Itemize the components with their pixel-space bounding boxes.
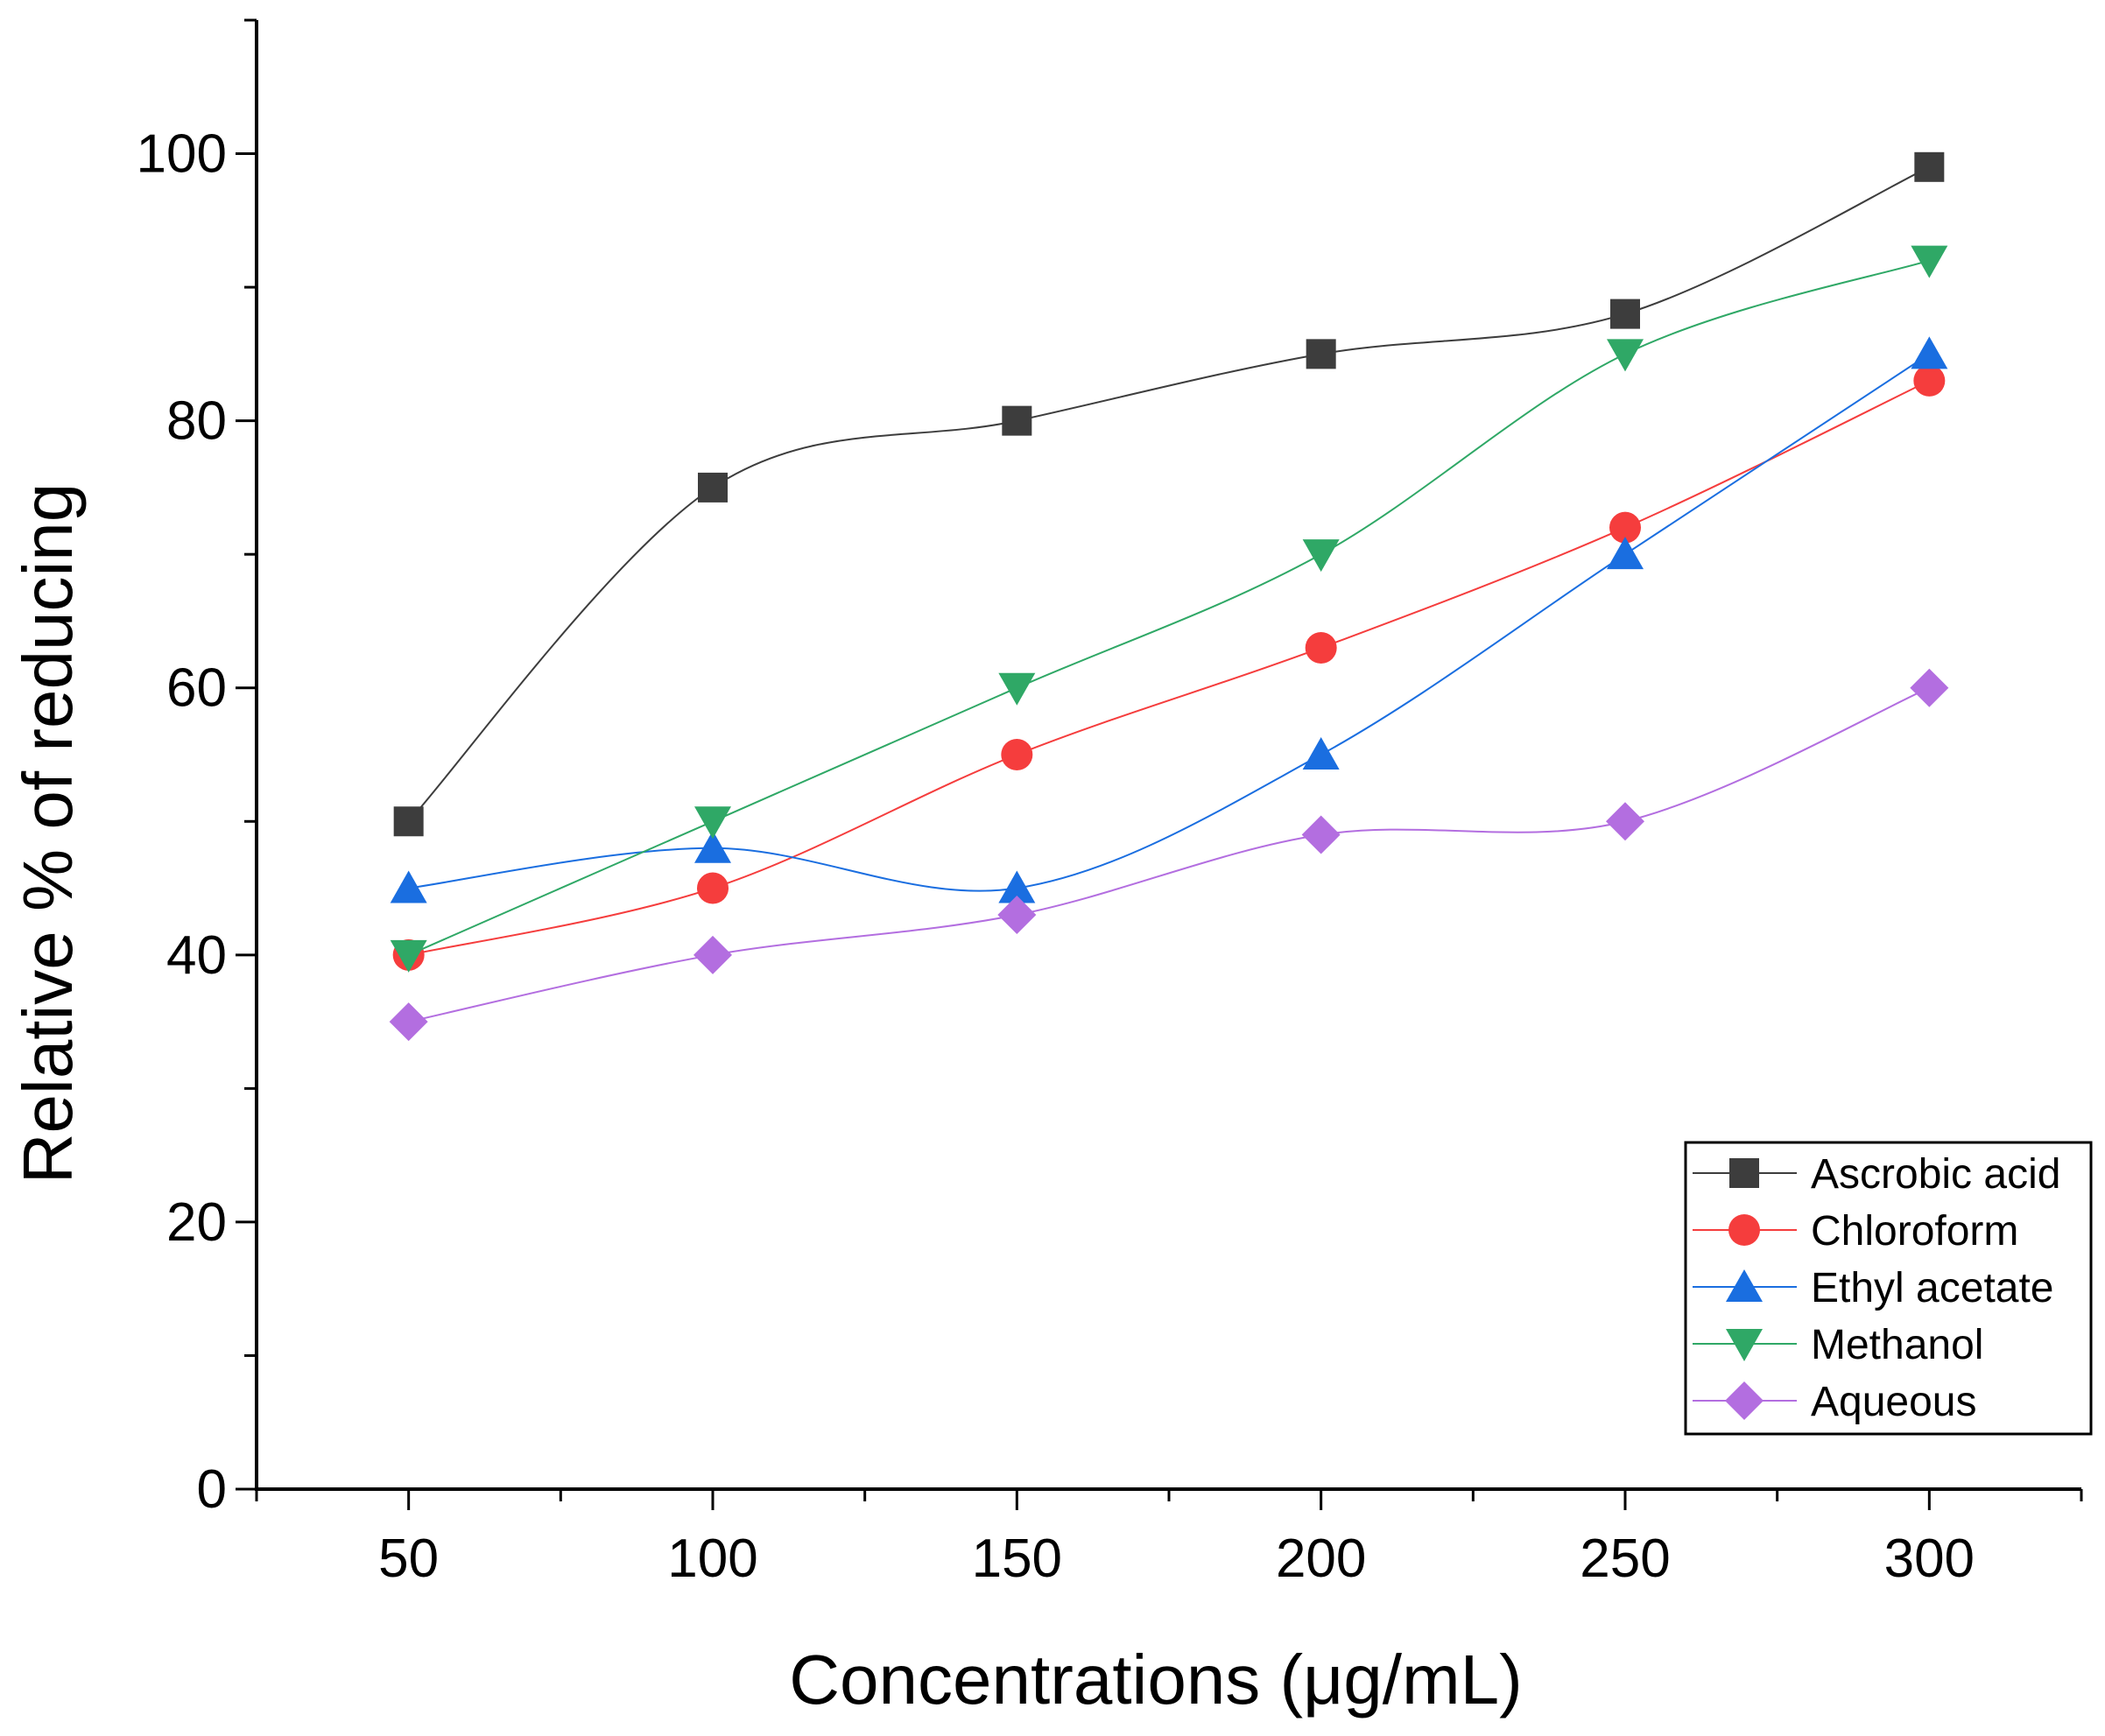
data-point: [998, 672, 1036, 706]
data-point: [1306, 339, 1336, 369]
legend-marker: [1725, 1381, 1764, 1420]
data-point: [697, 872, 729, 904]
data-point: [1911, 245, 1948, 278]
x-tick-label: 200: [1276, 1529, 1366, 1589]
data-point: [1302, 737, 1340, 770]
data-point: [997, 896, 1037, 935]
data-point: [1910, 668, 1949, 707]
series-line: [407, 165, 1930, 822]
legend-item: Aqueous: [1693, 1379, 1977, 1425]
data-point: [393, 806, 424, 837]
x-axis-title: Concentrations (μg/mL): [789, 1641, 1523, 1718]
series-line: [408, 379, 1930, 956]
series-line: [408, 353, 1930, 892]
legend-item: Methanol: [1693, 1322, 1983, 1368]
data-point: [1914, 151, 1945, 182]
series-ethyl-acetate: [390, 336, 1948, 903]
data-point: [1302, 539, 1340, 573]
series-ascrobic-acid: [393, 151, 1945, 837]
data-point: [390, 939, 427, 973]
legend: Ascrobic acid Chloroform Ethyl acetate Meth…: [1684, 1141, 2093, 1436]
data-point: [1607, 537, 1644, 570]
series-aqueous: [389, 668, 1949, 1042]
data-point: [1610, 299, 1640, 329]
y-tick-label: 40: [166, 925, 227, 986]
data-point: [1002, 405, 1032, 436]
legend-label: Ethyl acetate: [1811, 1265, 2054, 1311]
legend-marker: [1726, 1329, 1763, 1361]
data-point: [1913, 364, 1946, 397]
series-methanol: [390, 245, 1948, 973]
data-point: [1301, 815, 1341, 854]
y-tick-label: 0: [197, 1459, 227, 1520]
plot-area: 0 20 40 60 80 100 50 100 150 200 250 300: [137, 18, 2083, 1589]
series-line: [408, 259, 1930, 956]
data-point: [390, 870, 427, 903]
legend-label: Chloroform: [1811, 1208, 2018, 1255]
legend-item: Ascrobic acid: [1693, 1151, 2060, 1198]
y-tick-label: 80: [166, 391, 227, 452]
x-tick-label: 50: [378, 1529, 439, 1589]
legend-items: Ascrobic acid Chloroform Ethyl acetate Meth…: [1693, 1151, 2060, 1425]
data-point: [998, 870, 1036, 903]
legend-item: Ethyl acetate: [1693, 1265, 2054, 1311]
data-point: [1606, 802, 1644, 841]
series-line: [408, 686, 1930, 1023]
y-tick-label: 100: [137, 124, 227, 185]
x-tick-label: 300: [1884, 1529, 1975, 1589]
data-point: [698, 472, 728, 503]
series-layer: [389, 151, 1949, 1042]
legend-marker: [1726, 1269, 1763, 1302]
data-point: [1607, 339, 1644, 372]
data-point: [693, 935, 732, 974]
data-point: [1001, 739, 1033, 770]
legend-label: Aqueous: [1811, 1379, 1977, 1425]
legend-marker: [1728, 1214, 1760, 1246]
x-tick-label: 100: [667, 1529, 757, 1589]
x-tick-label: 150: [972, 1529, 1062, 1589]
x-tick-label: 250: [1580, 1529, 1670, 1589]
y-tick-label: 60: [166, 658, 227, 719]
data-point: [389, 1002, 428, 1042]
x-ticks: 50 100 150 200 250 300: [255, 1489, 2083, 1589]
legend-label: Methanol: [1811, 1322, 1983, 1368]
y-axis-title: Relative % of reducing: [9, 483, 87, 1184]
legend-marker: [1729, 1158, 1759, 1188]
data-point: [1911, 336, 1948, 369]
data-point: [694, 830, 731, 863]
data-point: [1305, 631, 1337, 664]
legend-item: Chloroform: [1693, 1208, 2018, 1255]
legend-label: Ascrobic acid: [1811, 1151, 2060, 1198]
y-tick-label: 20: [166, 1192, 227, 1253]
y-ticks: 0 20 40 60 80 100: [137, 18, 257, 1520]
data-point: [1609, 511, 1641, 544]
data-point: [694, 806, 731, 840]
